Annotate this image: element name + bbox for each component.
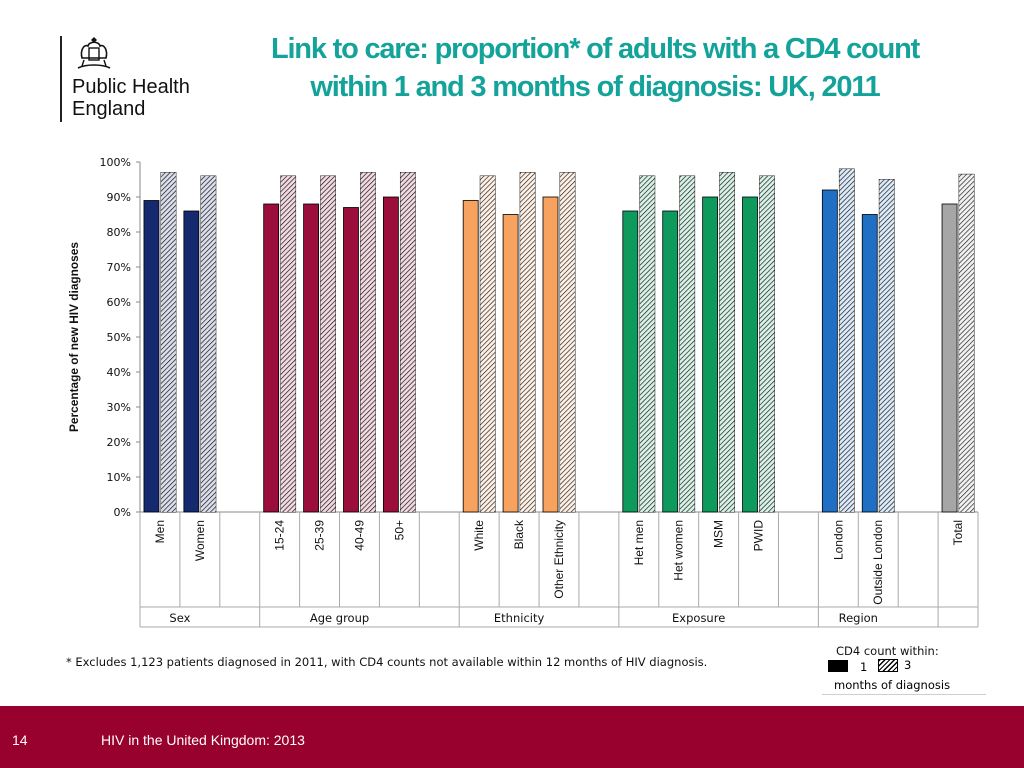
legend-unit: months of diagnosis xyxy=(834,678,951,692)
bar-3-months-hatch xyxy=(959,174,975,512)
category-label: Het women xyxy=(672,520,686,581)
group-label: Age group xyxy=(310,611,369,625)
bar-3-months-hatch xyxy=(520,172,536,512)
y-tick-label: 40% xyxy=(107,366,131,379)
category-label: Men xyxy=(153,520,167,543)
logo-line2: England xyxy=(72,98,146,120)
bar-3-months-hatch xyxy=(200,176,216,512)
legend-label-3: 3 xyxy=(904,658,912,672)
logo-divider xyxy=(60,36,62,122)
bar-3-months-hatch xyxy=(320,176,336,512)
y-tick-label: 70% xyxy=(107,261,131,274)
bar-1-month xyxy=(462,200,479,513)
bar-1-month xyxy=(941,203,958,513)
footer-text: HIV in the United Kingdom: 2013 xyxy=(101,732,305,748)
bar-3-months-hatch xyxy=(400,172,416,512)
y-tick-label: 20% xyxy=(107,436,131,449)
bar-1-month xyxy=(343,207,359,513)
group-label: Ethnicity xyxy=(494,611,545,625)
y-tick-label: 30% xyxy=(107,401,131,414)
bar-1-month xyxy=(542,196,559,513)
bar-1-month xyxy=(702,196,719,513)
legend-swatch-1-month xyxy=(828,660,848,672)
phe-logo: Public Health England xyxy=(60,36,210,124)
bar-1-month xyxy=(143,200,160,513)
bar-chart: 0% 10% 20% 30% 40% 50% 60% 70% 80% 90% 100% Percent… xyxy=(67,156,979,628)
group-label: Sex xyxy=(169,611,190,625)
legend-label-1: 1 xyxy=(860,660,868,674)
y-tick-label: 100% xyxy=(100,156,131,169)
bar-1-month xyxy=(662,210,679,513)
slide-title: Link to care: proportion* of adults with… xyxy=(270,33,920,103)
bar-3-months-hatch xyxy=(360,172,376,512)
category-label: Outside London xyxy=(871,520,885,605)
category-label: MSM xyxy=(712,520,726,548)
bar-3-months-hatch xyxy=(560,172,575,512)
y-tick-label: 80% xyxy=(107,226,131,239)
category-label: White xyxy=(472,520,486,551)
logo-wordmark: Public Health England xyxy=(72,76,190,120)
bar-3-months-hatch xyxy=(639,176,655,512)
bar-3-months-hatch xyxy=(280,176,296,512)
category-label: London xyxy=(831,520,845,560)
legend-title: CD4 count within: xyxy=(836,644,939,658)
y-tick-label: 90% xyxy=(107,191,131,204)
group-label: Region xyxy=(839,611,878,625)
category-label: 40-49 xyxy=(352,520,366,551)
footnote: * Excludes 1,123 patients diagnosed in 2… xyxy=(66,655,708,669)
bar-3-months-hatch xyxy=(160,172,176,512)
category-label: Other Ethnicity xyxy=(552,520,566,599)
bar-3-months-hatch xyxy=(480,176,496,512)
bar-1-month xyxy=(382,196,399,513)
chart-legend: CD4 count within: 1 3 months of diagnosi… xyxy=(822,640,986,695)
bar-1-month xyxy=(263,203,280,513)
page-number: 14 xyxy=(12,732,28,748)
y-tick-label: 10% xyxy=(107,471,131,484)
bar-1-month xyxy=(861,214,878,513)
bar-3-months-hatch xyxy=(879,179,895,512)
category-label: Het men xyxy=(632,520,646,565)
footer-bar: 14 HIV in the United Kingdom: 2013 xyxy=(0,706,1024,768)
bar-3-months-hatch xyxy=(759,176,775,512)
bar-3-months-hatch xyxy=(679,176,695,512)
y-tick-label: 0% xyxy=(114,506,131,519)
bar-3-months-hatch xyxy=(719,172,735,512)
category-label: 50+ xyxy=(392,520,406,540)
y-tick-label: 50% xyxy=(107,331,131,344)
legend-swatch-3-months xyxy=(878,659,898,672)
bar-1-month xyxy=(303,203,319,513)
category-label: 25-39 xyxy=(313,520,327,551)
y-axis-title: Percentage of new HIV diagnoses xyxy=(67,242,81,432)
bar-1-month xyxy=(183,210,200,513)
y-tick-label: 60% xyxy=(107,296,131,309)
bar-1-month xyxy=(502,214,519,513)
category-label: Women xyxy=(193,520,207,561)
bar-3-months-hatch xyxy=(839,169,855,512)
group-label: Exposure xyxy=(672,611,725,625)
bar-1-month xyxy=(821,189,838,513)
category-label: PWID xyxy=(752,520,766,552)
royal-crest-icon xyxy=(77,37,111,69)
bar-1-month xyxy=(742,196,758,513)
category-label: Black xyxy=(512,519,526,549)
logo-line1: Public Health xyxy=(72,76,190,98)
category-label: Total xyxy=(951,520,965,545)
category-label: 15-24 xyxy=(273,520,287,551)
bar-1-month xyxy=(622,210,639,513)
